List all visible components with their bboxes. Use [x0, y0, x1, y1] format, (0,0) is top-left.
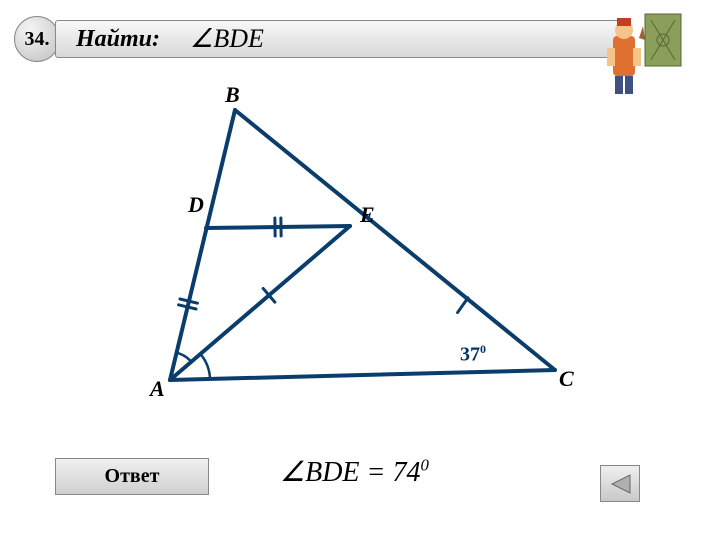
- triangle-left-icon: [608, 473, 632, 495]
- angle-c-label: 370: [460, 342, 486, 367]
- vertex-label-E: E: [360, 202, 375, 228]
- answer-angle-body: BDE: [305, 457, 359, 488]
- nav-back-button[interactable]: [600, 465, 640, 502]
- vertex-label-C: C: [559, 366, 574, 392]
- angle-c-unit: 0: [480, 342, 486, 356]
- equals-sign: =: [367, 457, 393, 488]
- answer-angle-symbol: ∠: [280, 457, 305, 488]
- angle-c-value: 37: [460, 344, 480, 366]
- answer-value: 74: [392, 457, 420, 488]
- answer-button-label: Ответ: [105, 465, 160, 488]
- vertex-label-A: A: [150, 376, 165, 402]
- vertex-label-D: D: [188, 192, 204, 218]
- answer-unit: 0: [420, 456, 428, 475]
- answer-expression: ∠BDE = 740: [280, 455, 429, 489]
- answer-button[interactable]: Ответ: [55, 458, 209, 495]
- vertex-label-B: B: [225, 82, 240, 108]
